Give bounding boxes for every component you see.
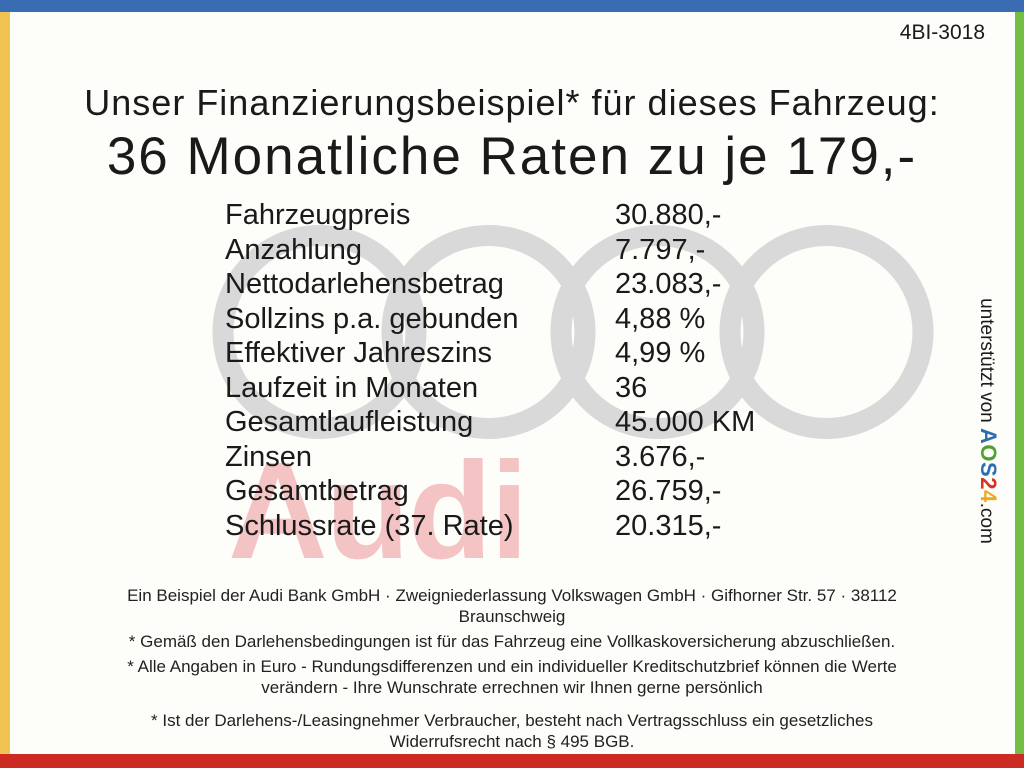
table-row: Fahrzeugpreis 30.880,- [225, 198, 755, 233]
row-label: Fahrzeugpreis [225, 199, 411, 231]
page-subtitle: 36 Monatliche Raten zu je 179,- [106, 127, 918, 186]
table-row: Nettodarlehensbetrag 23.083,- [225, 267, 755, 302]
row-value: 45.000 KM [615, 406, 756, 438]
row-value: 3.676,- [615, 440, 706, 473]
table-row: Anzahlung 7.797,- [225, 233, 755, 268]
audi-rings-icon [212, 225, 934, 439]
row-value: 23.083,- [615, 268, 722, 300]
border-left-bar [0, 12, 10, 754]
footnote-line: * Ist der Darlehens-/Leasingnehmer Verbr… [151, 711, 873, 730]
row-label: Gesamtbetrag [225, 475, 409, 507]
row-label: Zinsen [225, 440, 313, 473]
row-label: Anzahlung [225, 233, 363, 266]
row-value: 26.759,- [615, 475, 722, 507]
aos24-letter: 2 [976, 477, 1001, 490]
vehicle-id: 4BI-3018 [899, 21, 985, 44]
page-title: Unser Finanzierungsbeispiel* für dieses … [84, 82, 940, 123]
table-row: Schlussrate (37. Rate) 20.315,- [225, 509, 755, 544]
footnote-line: * Gemäß den Darlehensbedingungen ist für… [128, 632, 896, 651]
footnote-line: verändern - Ihre Wunschrate errechnen wi… [261, 678, 763, 697]
footnote-line: Braunschweig [458, 607, 566, 626]
row-label: Gesamtlaufleistung [225, 406, 474, 438]
footnote-line: Ein Beispiel der Audi Bank GmbH · Zweign… [127, 586, 897, 605]
row-value: 30.880,- [615, 199, 722, 231]
aos24-letter: O [976, 444, 1001, 463]
supporter-vertical-text: unterstützt von AOS24.com [975, 298, 1001, 544]
aos24-logo: AOS24 [976, 428, 1001, 503]
table-row: Effektiver Jahreszins 4,99 % [225, 336, 755, 371]
row-label: Effektiver Jahreszins [225, 337, 493, 369]
footnotes-block: Ein Beispiel der Audi Bank GmbH · Zweign… [62, 585, 962, 756]
finance-table: Fahrzeugpreis 30.880,- Anzahlung 7.797,-… [225, 198, 755, 543]
row-label: Schlussrate (37. Rate) [225, 509, 514, 542]
table-row: Laufzeit in Monaten 36 [225, 371, 755, 406]
row-value: 20.315,- [615, 509, 722, 542]
aos24-letter: S [976, 462, 1001, 478]
footnote-line: Widerrufsrecht nach § 495 BGB. [389, 732, 635, 751]
table-row: Gesamtlaufleistung 45.000 KM [225, 405, 755, 440]
row-value: 36 [615, 371, 648, 404]
row-label: Sollzins p.a. gebunden [225, 302, 519, 335]
aos24-letter: 4 [976, 489, 1001, 503]
table-row: Sollzins p.a. gebunden 4,88 % [225, 302, 755, 337]
supporter-suffix: .com [976, 502, 997, 544]
table-row: Gesamtbetrag 26.759,- [225, 474, 755, 509]
border-top-bar [0, 0, 1024, 12]
supporter-prefix: unterstützt von [976, 298, 997, 429]
footnote-euro: * Alle Angaben in Euro - Rundungsdiffere… [62, 656, 962, 698]
aos24-letter: A [976, 428, 1001, 445]
row-value: 4,99 % [615, 337, 706, 369]
table-row: Zinsen 3.676,- [225, 440, 755, 475]
audi-brand-watermark: Audi [228, 434, 529, 588]
row-value: 4,88 % [615, 302, 706, 335]
border-bottom-bar [0, 754, 1024, 768]
footnote-line: * Alle Angaben in Euro - Rundungsdiffere… [127, 657, 897, 676]
footnote-bank: Ein Beispiel der Audi Bank GmbH · Zweign… [62, 585, 962, 627]
row-label: Laufzeit in Monaten [225, 371, 479, 404]
row-label: Nettodarlehensbetrag [225, 268, 504, 300]
row-value: 7.797,- [615, 233, 706, 266]
footnote-widerruf: * Ist der Darlehens-/Leasingnehmer Verbr… [62, 710, 962, 752]
footnote-insurance: * Gemäß den Darlehensbedingungen ist für… [62, 631, 962, 652]
border-right-bar [1015, 12, 1024, 754]
